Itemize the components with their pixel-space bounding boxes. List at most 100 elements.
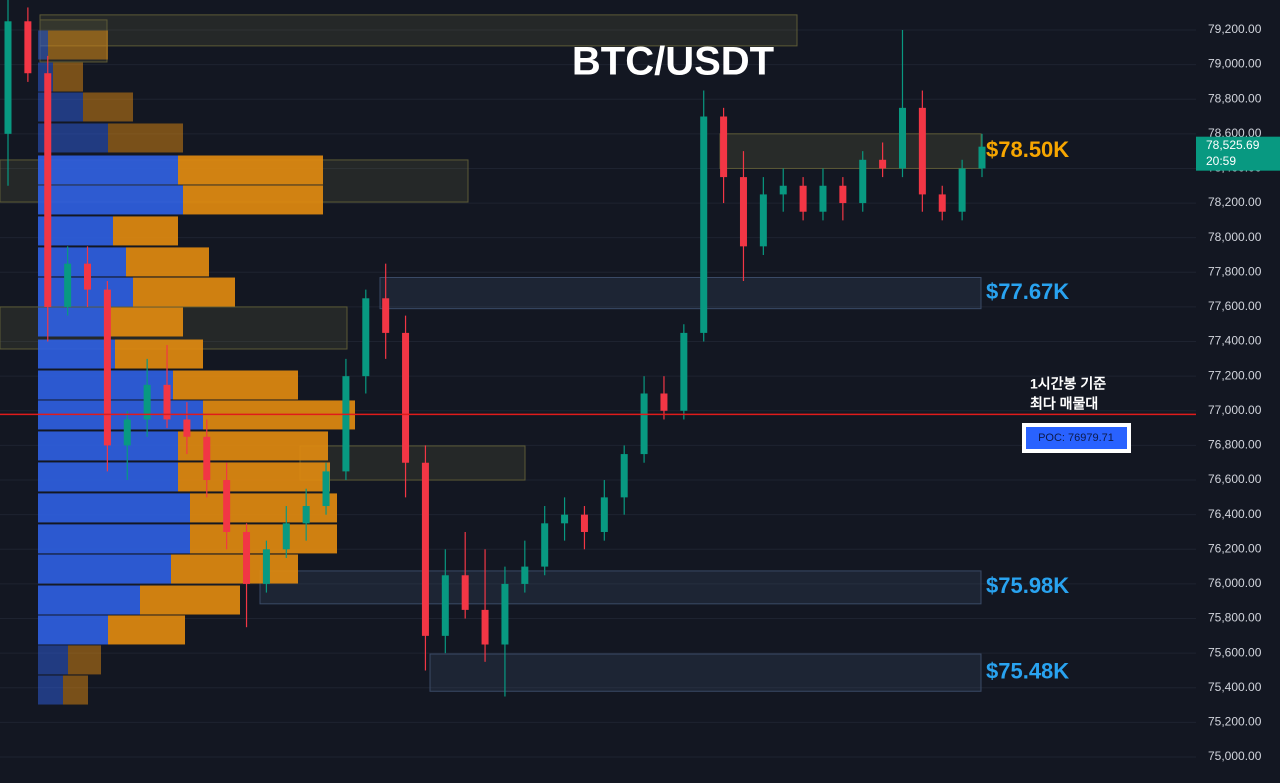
y-tick-label: 77,200.00 bbox=[1208, 368, 1262, 382]
profile-sell bbox=[113, 216, 178, 246]
profile-sell bbox=[126, 247, 209, 277]
y-tick-label: 77,800.00 bbox=[1208, 264, 1262, 278]
y-tick-label: 77,000.00 bbox=[1208, 403, 1262, 417]
candle-body bbox=[978, 146, 986, 169]
y-tick-label: 75,400.00 bbox=[1208, 680, 1262, 694]
y-tick-label: 78,000.00 bbox=[1208, 230, 1262, 244]
candle-body bbox=[322, 471, 330, 507]
y-tick-label: 77,400.00 bbox=[1208, 334, 1262, 348]
candles bbox=[4, 0, 986, 697]
profile-sell bbox=[63, 675, 88, 705]
profile-sell bbox=[108, 307, 183, 337]
y-tick-label: 78,800.00 bbox=[1208, 91, 1262, 105]
candle-body bbox=[123, 419, 131, 446]
candle-body bbox=[441, 575, 449, 636]
overlay: 75,000.00 75,200.00 75,400.00 75,600.00 75,8… bbox=[0, 22, 1280, 763]
y-tick-label: 76,800.00 bbox=[1208, 438, 1262, 452]
candle-body bbox=[600, 497, 608, 532]
poc-box bbox=[1026, 427, 1127, 449]
zone bbox=[259, 570, 982, 605]
profile-buy bbox=[38, 615, 108, 645]
profile-sell bbox=[133, 277, 235, 307]
profile-buy bbox=[38, 307, 108, 337]
profile-buy bbox=[38, 339, 115, 369]
countdown: 20:59 bbox=[1206, 154, 1236, 168]
candle-body bbox=[24, 21, 32, 74]
volume-profile bbox=[38, 30, 355, 705]
candle-body bbox=[580, 514, 588, 532]
candle-body bbox=[402, 332, 410, 463]
profile-sell bbox=[68, 645, 101, 675]
profile-buy bbox=[38, 462, 178, 492]
profile-sell bbox=[53, 62, 83, 92]
chart-title: BTC/USDT bbox=[572, 40, 774, 84]
y-tick-label: 75,600.00 bbox=[1208, 645, 1262, 659]
zone-label: $75.98K bbox=[986, 573, 1069, 598]
y-tick-label: 75,800.00 bbox=[1208, 611, 1262, 625]
profile-sell bbox=[183, 185, 323, 215]
y-tick-label: 76,600.00 bbox=[1208, 472, 1262, 486]
y-tick-label: 76,400.00 bbox=[1208, 507, 1262, 521]
zone bbox=[429, 653, 982, 692]
candle-body bbox=[859, 159, 867, 204]
candle-body bbox=[223, 480, 231, 532]
profile-buy bbox=[38, 155, 178, 185]
candle-body bbox=[262, 549, 270, 584]
candle-body bbox=[898, 107, 906, 169]
profile-buy bbox=[38, 247, 126, 277]
candle-body bbox=[541, 523, 549, 567]
candle-body bbox=[243, 531, 251, 584]
candle-body bbox=[461, 575, 469, 610]
candle-body bbox=[4, 21, 12, 134]
y-tick-label: 76,000.00 bbox=[1208, 576, 1262, 590]
y-tick-label: 79,200.00 bbox=[1208, 22, 1262, 36]
profile-buy bbox=[38, 554, 171, 584]
candle-body bbox=[819, 185, 827, 212]
candle-body bbox=[64, 263, 72, 307]
annotation: 1시간봉 기준 bbox=[1030, 376, 1106, 392]
last-price-box bbox=[1196, 136, 1280, 171]
profile-buy bbox=[38, 585, 140, 615]
candle-body bbox=[620, 454, 628, 498]
candle-body bbox=[640, 393, 648, 455]
y-tick-label: 78,600.00 bbox=[1208, 126, 1262, 140]
y-tick-label: 76,200.00 bbox=[1208, 541, 1262, 555]
candle-body bbox=[382, 298, 390, 333]
zone bbox=[39, 14, 798, 47]
profile-buy bbox=[38, 645, 68, 675]
profile-sell bbox=[48, 30, 108, 60]
annotation: 최다 매물대 bbox=[1030, 396, 1098, 412]
profile-buy bbox=[38, 30, 48, 60]
profile-sell bbox=[178, 155, 323, 185]
candle-body bbox=[302, 506, 310, 524]
zone bbox=[299, 445, 526, 481]
profile-buy bbox=[38, 185, 183, 215]
candle-body bbox=[481, 609, 489, 645]
candle-body bbox=[203, 436, 211, 481]
profile-sell bbox=[108, 615, 185, 645]
profile-sell bbox=[115, 339, 203, 369]
profile-sell bbox=[178, 431, 328, 461]
zone bbox=[379, 277, 982, 310]
candle-body bbox=[779, 185, 787, 195]
profile-sell bbox=[171, 554, 298, 584]
profile-sell bbox=[140, 585, 240, 615]
y-tick-label: 79,000.00 bbox=[1208, 57, 1262, 71]
candle-body bbox=[660, 393, 668, 411]
candle-body bbox=[84, 263, 92, 290]
profile-buy bbox=[38, 675, 63, 705]
candle-body bbox=[839, 185, 847, 204]
profile-buy bbox=[38, 493, 190, 523]
candle-body bbox=[759, 194, 767, 247]
zone-label: $77.67K bbox=[986, 279, 1069, 304]
candle-body bbox=[720, 116, 728, 178]
candle-body bbox=[938, 194, 946, 212]
candle-body bbox=[879, 159, 887, 169]
candle-body bbox=[561, 514, 569, 524]
candle-body bbox=[103, 289, 111, 446]
candle-body bbox=[958, 168, 966, 212]
candle-body bbox=[282, 523, 290, 550]
candle-body bbox=[799, 185, 807, 212]
poc-label: POC: 76979.71 bbox=[1038, 432, 1114, 444]
